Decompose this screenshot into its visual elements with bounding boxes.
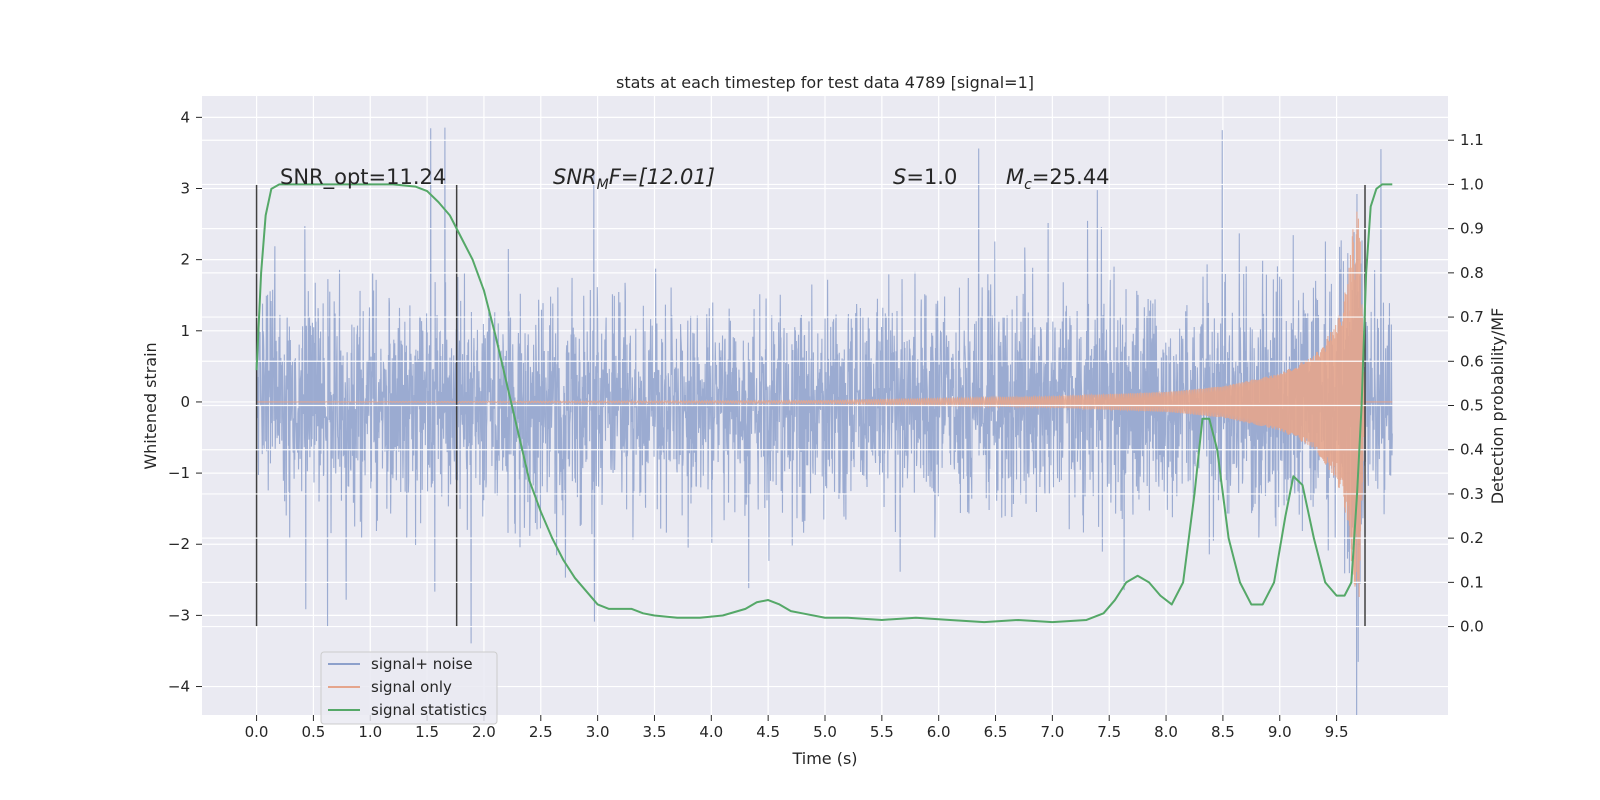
x-tick-label: 0.0 <box>245 723 269 741</box>
left-y-tick-label: 2 <box>180 251 190 269</box>
annotation-snr-mf: SNRMF=[12.01] <box>553 165 715 193</box>
signal-plus-noise-line <box>256 127 1393 715</box>
x-tick-label: 9.0 <box>1268 723 1292 741</box>
x-tick-label: 9.5 <box>1325 723 1349 741</box>
left-y-tick-label: −4 <box>168 678 190 696</box>
right-y-tick-label: 0.1 <box>1460 573 1484 591</box>
x-tick-label: 5.5 <box>870 723 894 741</box>
right-y-tick-label: 0.0 <box>1460 618 1484 636</box>
left-y-tick-label: −3 <box>168 606 190 624</box>
legend-label-signal: signal only <box>371 678 452 696</box>
right-y-tick-label: 0.3 <box>1460 485 1484 503</box>
left-y-tick-label: 1 <box>180 322 190 340</box>
legend-label-stats: signal statistics <box>371 701 487 719</box>
right-y-axis-label: Detection probability/MF <box>1488 308 1507 505</box>
x-tick-label: 8.5 <box>1211 723 1235 741</box>
right-y-tick-label: 0.4 <box>1460 441 1484 459</box>
signal-statistics-line <box>255 183 1393 624</box>
left-y-tick-label: 0 <box>180 393 190 411</box>
x-tick-label: 4.0 <box>699 723 723 741</box>
x-tick-label: 1.5 <box>415 723 439 741</box>
left-y-tick-label: 3 <box>180 179 190 197</box>
x-tick-label: 7.0 <box>1040 723 1064 741</box>
x-tick-label: 0.5 <box>301 723 325 741</box>
right-y-tick-label: 0.5 <box>1460 397 1484 415</box>
left-y-tick-label: −2 <box>168 535 190 553</box>
annotation-snr-opt: SNR_opt=11.24 <box>280 165 446 190</box>
left-y-tick-label: −1 <box>168 464 190 482</box>
right-y-tick-label: 1.1 <box>1460 131 1484 149</box>
right-y-tick-label: 0.8 <box>1460 264 1484 282</box>
signal-plus-noise-series <box>256 127 1393 715</box>
x-axis-ticks: 0.0 0.5 1.0 1.5 2.0 2.5 3.0 3.5 4.0 4.5 5.0 5.5 6.0 6… <box>245 715 1349 741</box>
right-y-axis-ticks: 0.0 0.1 0.2 0.3 0.4 0.5 0.6 0.7 0.8 0.9 1.0 1.1 <box>1448 131 1484 636</box>
x-tick-label: 1.0 <box>358 723 382 741</box>
right-y-tick-label: 1.0 <box>1460 175 1484 193</box>
x-tick-label: 4.5 <box>756 723 780 741</box>
right-y-tick-label: 0.2 <box>1460 529 1484 547</box>
signal-only-series <box>256 211 1393 597</box>
x-tick-label: 7.5 <box>1097 723 1121 741</box>
x-tick-label: 2.5 <box>529 723 553 741</box>
right-y-tick-label: 0.6 <box>1460 352 1484 370</box>
x-tick-label: 6.0 <box>927 723 951 741</box>
legend-box <box>320 651 498 725</box>
x-tick-label: 3.0 <box>586 723 610 741</box>
signal-statistics-series <box>255 183 1393 624</box>
legend: signal+ noise signal only signal statist… <box>320 651 498 725</box>
x-tick-label: 2.0 <box>472 723 496 741</box>
x-tick-label: 8.0 <box>1154 723 1178 741</box>
annotations: SNR_opt=11.24 SNRMF=[12.01] S=1.0 Mc=25.… <box>280 165 1110 193</box>
x-axis-label: Time (s) <box>791 749 857 768</box>
legend-label-noise: signal+ noise <box>371 655 473 673</box>
left-y-axis-label: Whitened strain <box>141 342 160 469</box>
left-y-axis-ticks: −4 −3 −2 −1 0 1 2 3 4 <box>168 108 202 696</box>
left-y-tick-label: 4 <box>180 108 190 126</box>
signal-only-line <box>256 211 1393 597</box>
x-tick-label: 5.0 <box>813 723 837 741</box>
chart-title: stats at each timestep for test data 478… <box>616 73 1034 92</box>
x-tick-label: 3.5 <box>643 723 667 741</box>
right-y-tick-label: 0.7 <box>1460 308 1484 326</box>
right-grid <box>202 139 1448 628</box>
annotation-mc: Mc=25.44 <box>1006 165 1110 193</box>
right-y-tick-label: 0.9 <box>1460 220 1484 238</box>
annotation-s: S=1.0 <box>893 165 957 189</box>
x-tick-label: 6.5 <box>984 723 1008 741</box>
